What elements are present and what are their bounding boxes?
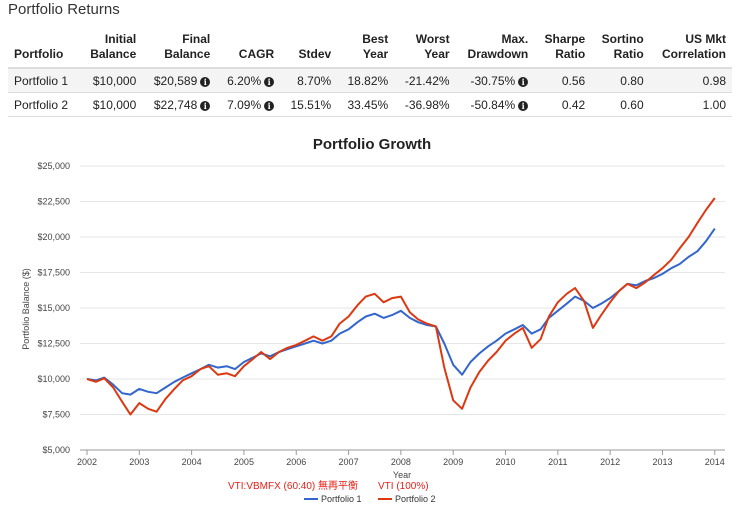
y-tick-label: $17,500 <box>37 268 70 278</box>
col-worst-year: Worst Year <box>394 30 456 69</box>
legend: Portfolio 1 Portfolio 2 <box>304 494 436 504</box>
table-row: Portfolio 2 $10,000 $22,748 i 7.09% i 15.5… <box>8 92 732 117</box>
cell-drawdown: -30.75% i <box>455 68 535 93</box>
cell-portfolio: Portfolio 1 <box>8 68 80 93</box>
cell-worst: -21.42% <box>394 68 456 93</box>
cell-best: 18.82% <box>337 68 395 93</box>
cell-drawdown: -50.84% i <box>455 92 535 117</box>
info-icon[interactable]: i <box>200 76 211 87</box>
cell-sharpe: 0.42 <box>534 92 592 117</box>
x-tick-label: 2012 <box>600 457 620 467</box>
y-tick-label: $10,000 <box>37 374 70 384</box>
cell-sortino: 0.80 <box>591 68 650 93</box>
legend-label-portfolio-2: Portfolio 2 <box>395 494 436 504</box>
y-tick-label: $15,000 <box>37 303 70 313</box>
y-axis-ticks: $5,000 $7,500 $10,000 $12,500 $15,000 $17,500… <box>37 161 70 455</box>
col-portfolio: Portfolio <box>8 30 80 69</box>
x-axis-label: Year <box>393 470 411 480</box>
x-tick-label: 2005 <box>234 457 254 467</box>
cell-sortino: 0.60 <box>591 92 650 117</box>
x-tick-label: 2013 <box>652 457 672 467</box>
series-lines <box>86 197 716 416</box>
info-icon[interactable]: i <box>264 100 275 111</box>
page-title: Portfolio Returns <box>8 1 120 18</box>
x-tick-label: 2006 <box>286 457 306 467</box>
y-tick-label: $25,000 <box>37 161 70 171</box>
y-tick-label: $5,000 <box>42 445 70 455</box>
cell-initial: $10,000 <box>79 68 143 93</box>
gridlines <box>80 165 725 415</box>
x-tick-label: 2007 <box>339 457 359 467</box>
col-stdev: Stdev <box>280 30 338 69</box>
cell-stdev: 8.70% <box>280 68 338 93</box>
x-tick-label: 2008 <box>391 457 411 467</box>
y-tick-label: $20,000 <box>37 232 70 242</box>
x-tick-label: 2004 <box>182 457 202 467</box>
table-row: Portfolio 1 $10,000 $20,589 i 6.20% i 8.70… <box>8 68 732 93</box>
col-sharpe: Sharpe Ratio <box>534 30 592 69</box>
col-cagr: CAGR <box>216 30 281 69</box>
cell-cagr: 6.20% i <box>216 68 281 93</box>
cell-cagr: 7.09% i <box>216 92 281 117</box>
info-icon[interactable]: i <box>264 76 275 87</box>
x-tick-label: 2003 <box>129 457 149 467</box>
cell-initial: $10,000 <box>79 92 143 117</box>
info-icon[interactable]: i <box>200 100 211 111</box>
x-axis-ticks: 2002 2003 2004 2005 2006 2007 2008 2009 2010 2011… <box>77 450 725 467</box>
info-icon[interactable]: i <box>518 76 529 87</box>
col-max-drawdown: Max. Drawdown <box>455 30 535 69</box>
cell-sharpe: 0.56 <box>534 68 592 93</box>
series-line-portfolio-2 <box>86 197 716 416</box>
col-sortino: Sortino Ratio <box>591 30 650 69</box>
col-us-mkt-correlation: US Mkt Correlation <box>649 30 732 69</box>
cell-worst: -36.98% <box>394 92 456 117</box>
x-tick-label: 2002 <box>77 457 97 467</box>
cell-corr: 0.98 <box>649 68 732 93</box>
series-line-portfolio-1 <box>86 228 716 396</box>
cell-final: $22,748 i <box>142 92 217 117</box>
col-final-balance: Final Balance <box>142 30 217 69</box>
info-icon[interactable]: i <box>518 100 529 111</box>
annotation-portfolio-1: VTI:VBMFX (60:40) 無再平衡 <box>228 479 358 492</box>
table-header-row: Portfolio Initial Balance Final Balance CA… <box>8 30 732 69</box>
x-tick-label: 2010 <box>495 457 515 467</box>
chart-title: Portfolio Growth <box>313 136 431 153</box>
cell-corr: 1.00 <box>649 92 732 117</box>
col-initial-balance: Initial Balance <box>79 30 143 69</box>
cell-final: $20,589 i <box>142 68 217 93</box>
portfolio-returns-table: Portfolio Initial Balance Final Balance CA… <box>8 30 732 117</box>
y-tick-label: $22,500 <box>37 197 70 207</box>
x-tick-label: 2009 <box>443 457 463 467</box>
y-tick-label: $12,500 <box>37 339 70 349</box>
cell-stdev: 15.51% <box>280 92 338 117</box>
x-tick-label: 2011 <box>548 457 567 467</box>
y-axis-label: Portfolio Balance ($) <box>21 268 31 350</box>
annotation-portfolio-2: VTI (100%) <box>378 481 429 492</box>
col-best-year: Best Year <box>337 30 395 69</box>
x-tick-label: 2014 <box>705 457 725 467</box>
cell-portfolio: Portfolio 2 <box>8 92 80 117</box>
cell-best: 33.45% <box>337 92 395 117</box>
legend-label-portfolio-1: Portfolio 1 <box>321 494 362 504</box>
y-tick-label: $7,500 <box>42 410 70 420</box>
